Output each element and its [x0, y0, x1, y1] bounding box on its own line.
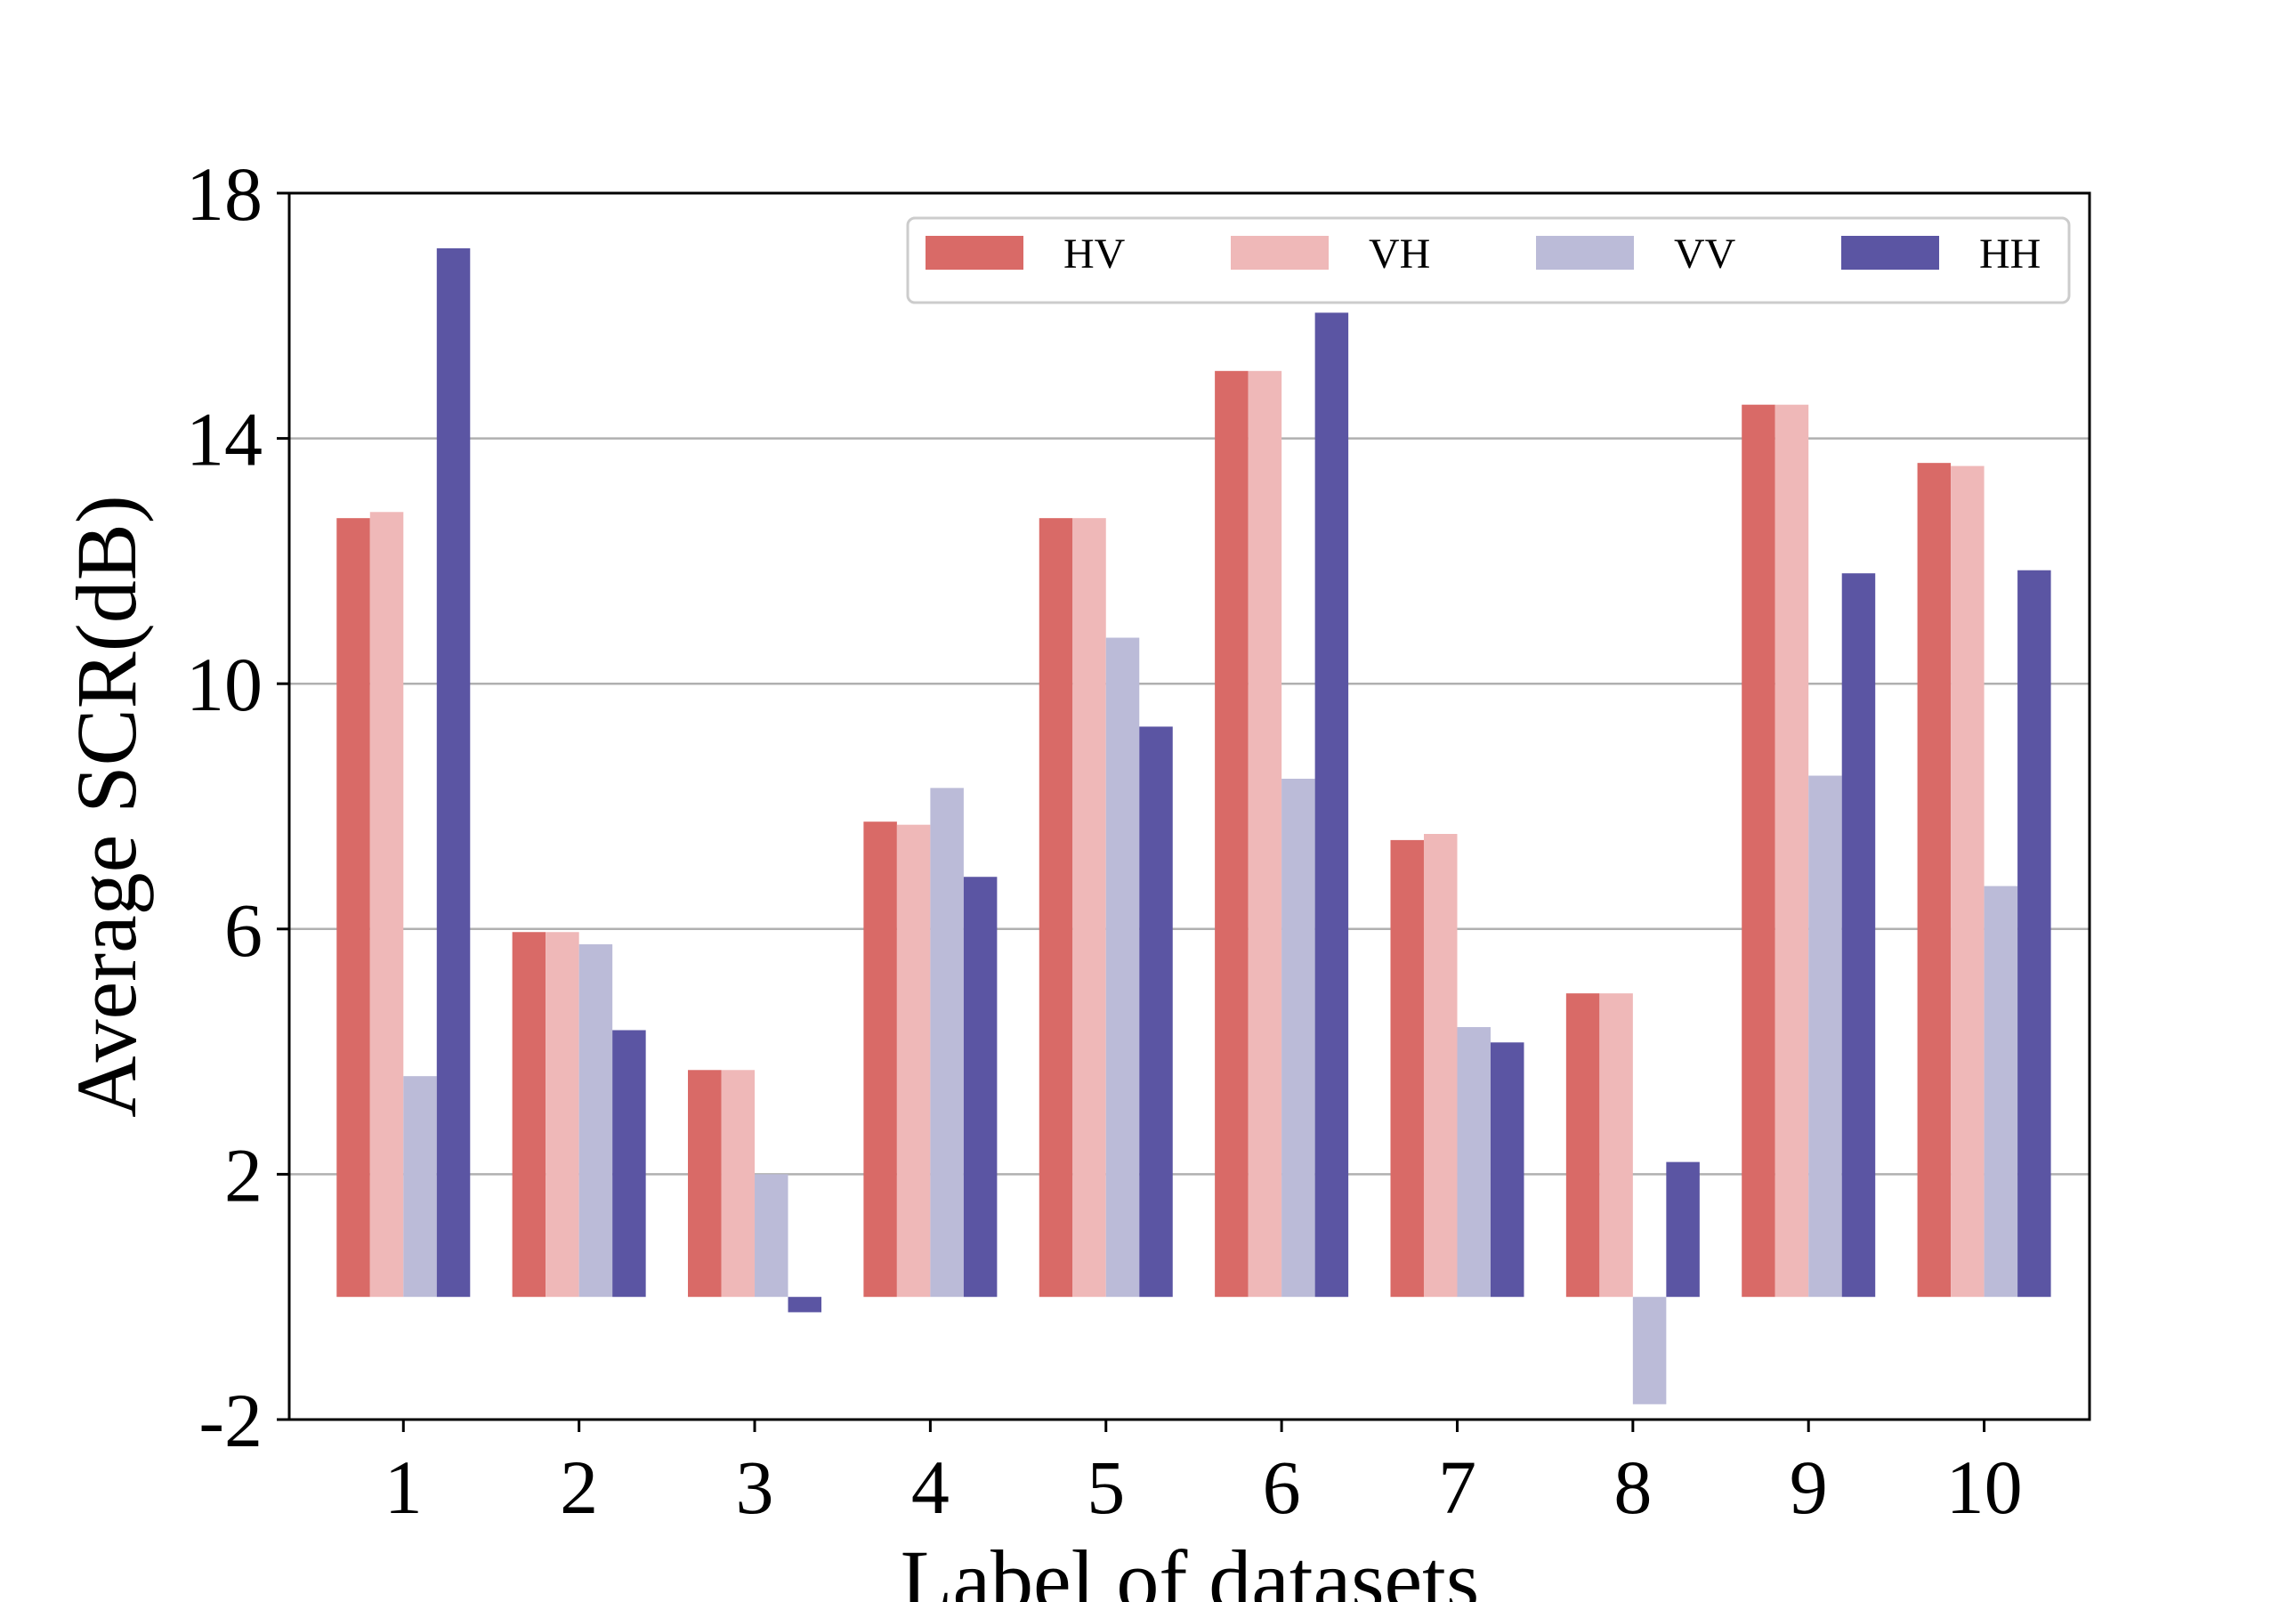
bar-vh-5: [1072, 518, 1106, 1298]
bar-vv-1: [403, 1076, 437, 1298]
bar-vh-9: [1775, 404, 1809, 1298]
bar-hv-7: [1390, 839, 1424, 1298]
x-axis-ticks: 1 2 3 4 5 6 7 8 9 10: [384, 1420, 2023, 1530]
bar-vv-3: [755, 1174, 788, 1298]
bar-vh-2: [546, 932, 579, 1298]
x-tick-label: 7: [1438, 1444, 1476, 1530]
bar-hv-1: [336, 518, 370, 1298]
bar-hh-4: [963, 877, 998, 1298]
bar-vh-4: [896, 824, 931, 1298]
bar-hv-6: [1215, 370, 1249, 1298]
legend-swatch-hh: [1841, 236, 1939, 270]
bar-hh-3: [788, 1297, 822, 1313]
bar-vv-7: [1457, 1027, 1491, 1298]
bar-vv-8: [1632, 1297, 1667, 1404]
bar-vv-10: [1984, 886, 2018, 1298]
y-tick-label: 14: [186, 397, 263, 482]
x-tick-label: 3: [736, 1444, 774, 1530]
bar-vh-6: [1248, 370, 1282, 1298]
bar-hv-4: [863, 821, 897, 1298]
bar-hh-8: [1666, 1161, 1700, 1298]
legend-swatch-vv: [1536, 236, 1634, 270]
x-tick-label: 8: [1613, 1444, 1652, 1530]
bar-vh-8: [1599, 993, 1633, 1298]
bar-hh-10: [2017, 570, 2051, 1298]
y-tick-label: 2: [224, 1132, 263, 1218]
legend-swatch-hv: [926, 236, 1023, 270]
bar-vv-4: [930, 788, 964, 1298]
x-tick-label: 5: [1087, 1444, 1125, 1530]
x-tick-label: 6: [1263, 1444, 1301, 1530]
legend-label-hv: HV: [1063, 231, 1126, 278]
bar-vv-5: [1105, 637, 1140, 1298]
legend-label-vv: VV: [1674, 231, 1736, 278]
bar-vh-1: [369, 512, 404, 1298]
bars: [336, 248, 2051, 1404]
legend: HV VH VV HH: [906, 216, 2071, 304]
x-tick-label: 9: [1790, 1444, 1828, 1530]
y-tick-label: 10: [186, 642, 263, 727]
legend-swatch-vh: [1231, 236, 1329, 270]
x-axis-label: Label of datasets: [901, 1533, 1479, 1602]
x-tick-label: 4: [911, 1444, 950, 1530]
y-axis-label: Average SCR(dB): [59, 495, 154, 1117]
x-tick-label: 10: [1946, 1444, 2023, 1530]
legend-box: [906, 216, 2071, 304]
legend-label-hh: HH: [1979, 231, 2041, 278]
bar-hv-3: [688, 1070, 722, 1298]
x-tick-label: 1: [384, 1444, 423, 1530]
bar-vv-9: [1808, 775, 1842, 1298]
bar-vv-6: [1281, 778, 1315, 1298]
y-tick-label: 6: [224, 887, 263, 973]
bar-hh-2: [612, 1030, 646, 1298]
bar-vh-7: [1423, 834, 1458, 1298]
plot-frame: [287, 191, 2091, 1421]
bar-hv-8: [1565, 993, 1600, 1298]
legend-label-vh: VH: [1369, 231, 1430, 278]
bar-hh-1: [436, 248, 471, 1298]
y-axis-ticks: -2 2 6 10 14 18: [186, 151, 289, 1463]
bar-hh-9: [1841, 573, 1876, 1298]
bar-hh-6: [1314, 312, 1349, 1298]
bar-hv-2: [512, 932, 546, 1298]
x-tick-label: 2: [560, 1444, 598, 1530]
bar-hh-7: [1490, 1042, 1524, 1298]
bar-hv-5: [1039, 518, 1073, 1298]
bar-vv-2: [578, 944, 613, 1298]
bar-hv-9: [1742, 404, 1775, 1298]
bar-vh-3: [721, 1070, 756, 1298]
y-tick-label: -2: [198, 1378, 263, 1463]
bar-hv-10: [1917, 463, 1952, 1298]
y-tick-label: 18: [186, 151, 263, 237]
bar-hh-5: [1139, 726, 1173, 1298]
bar-vh-10: [1951, 465, 1985, 1298]
